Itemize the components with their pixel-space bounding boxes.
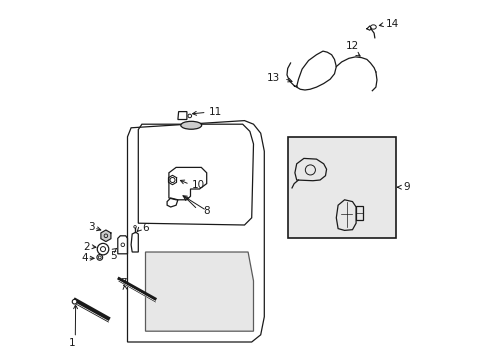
Ellipse shape [72,300,77,304]
Text: 3: 3 [88,222,95,232]
Text: 9: 9 [402,182,408,192]
Text: 14: 14 [385,19,398,30]
Text: 5: 5 [110,251,116,261]
FancyBboxPatch shape [287,137,395,238]
Text: 10: 10 [191,180,204,190]
Text: 7: 7 [121,278,127,288]
Polygon shape [145,252,253,331]
Text: 12: 12 [345,41,358,51]
Text: 4: 4 [81,253,87,263]
Text: 1: 1 [69,338,76,348]
Text: 6: 6 [142,223,148,233]
Text: 8: 8 [203,206,209,216]
Polygon shape [101,230,111,242]
Ellipse shape [181,121,201,129]
Text: 2: 2 [83,242,90,252]
Text: 13: 13 [267,73,280,83]
Text: 11: 11 [208,107,221,117]
